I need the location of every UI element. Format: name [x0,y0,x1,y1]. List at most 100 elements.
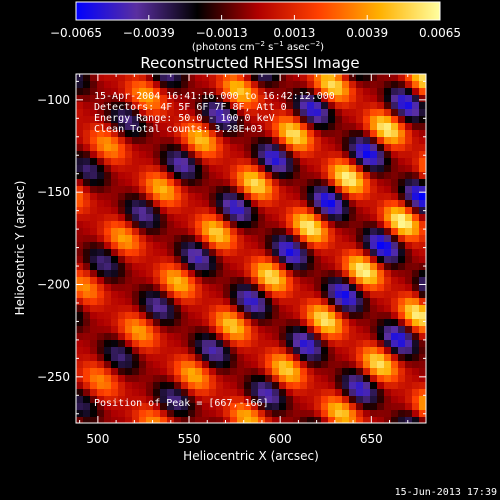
heatmap-cell [307,277,314,284]
heatmap-cell [300,221,307,228]
heatmap-cell [153,151,160,158]
heatmap-cell [363,368,370,375]
heatmap-cell [90,347,97,354]
heatmap-cell [202,312,209,319]
heatmap-cell [419,144,426,151]
heatmap-cell [412,193,419,200]
heatmap-cell [300,396,307,403]
heatmap-cell [223,74,230,81]
heatmap-cell [153,116,160,123]
heatmap-cell [349,389,356,396]
heatmap-cell [118,305,125,312]
heatmap-cell [342,319,349,326]
heatmap-cell [363,389,370,396]
heatmap-cell [230,270,237,277]
heatmap-cell [230,291,237,298]
heatmap-cell [321,158,328,165]
heatmap-cell [293,137,300,144]
heatmap-cell [335,277,342,284]
heatmap-cell [188,319,195,326]
heatmap-cell [167,403,174,410]
heatmap-cell [293,396,300,403]
heatmap-cell [377,417,384,423]
heatmap-cell [132,319,139,326]
heatmap-cell [342,347,349,354]
heatmap-cell [293,298,300,305]
heatmap-cell [321,74,328,81]
heatmap-cell [202,375,209,382]
heatmap-cell [258,116,265,123]
heatmap-cell [328,333,335,340]
heatmap-cell [244,186,251,193]
heatmap-cell [377,319,384,326]
heatmap-cell [244,298,251,305]
heatmap-cell [153,298,160,305]
heatmap-cell [391,158,398,165]
heatmap-cell [195,151,202,158]
heatmap-cell [342,403,349,410]
heatmap-cell [363,256,370,263]
heatmap-cell [83,382,90,389]
heatmap-cell [398,375,405,382]
heatmap-cell [335,193,342,200]
heatmap-cell [83,95,90,102]
heatmap-cell [153,95,160,102]
heatmap-cell [118,410,125,417]
heatmap-cell [97,249,104,256]
heatmap-cell [97,298,104,305]
heatmap-cell [258,284,265,291]
heatmap-cell [349,263,356,270]
heatmap-cell [202,284,209,291]
heatmap-cell [202,291,209,298]
heatmap-cell [97,368,104,375]
heatmap-cell [167,291,174,298]
heatmap-cell [216,291,223,298]
heatmap-cell [118,207,125,214]
heatmap-cell [328,319,335,326]
heatmap-cell [258,361,265,368]
heatmap-cell [377,207,384,214]
heatmap-cell [97,389,104,396]
heatmap-cell [258,312,265,319]
heatmap-cell [230,354,237,361]
heatmap-cell [244,95,251,102]
heatmap-cell [174,95,181,102]
heatmap-cell [286,326,293,333]
heatmap-cell [104,277,111,284]
heatmap-cell [419,354,426,361]
heatmap-cell [251,312,258,319]
heatmap-cell [97,109,104,116]
heatmap-cell [293,193,300,200]
heatmap-cell [104,361,111,368]
heatmap-cell [412,312,419,319]
heatmap-cell [419,95,426,102]
heatmap-cell [412,326,419,333]
heatmap-cell [293,165,300,172]
heatmap-cell [195,396,202,403]
heatmap-cell [328,81,335,88]
heatmap-cell [237,116,244,123]
heatmap-cell [377,291,384,298]
heatmap-cell [181,102,188,109]
heatmap-cell [412,116,419,123]
heatmap-cell [83,410,90,417]
heatmap-cell [167,151,174,158]
heatmap-cell [244,263,251,270]
heatmap-cell [195,410,202,417]
heatmap-cell [160,74,167,81]
heatmap-cell [328,340,335,347]
heatmap-cell [349,305,356,312]
annotation-energy-range: Energy Range: 50.0 - 100.0 keV [94,113,275,124]
heatmap-cell [251,361,258,368]
heatmap-cell [216,312,223,319]
heatmap-cell [412,242,419,249]
heatmap-cell [321,172,328,179]
heatmap-cell [153,242,160,249]
heatmap-cell [398,95,405,102]
heatmap-cell [391,389,398,396]
heatmap-cell [125,179,132,186]
heatmap-cell [328,354,335,361]
heatmap-cell [174,347,181,354]
heatmap-cell [174,221,181,228]
heatmap-cell [139,312,146,319]
